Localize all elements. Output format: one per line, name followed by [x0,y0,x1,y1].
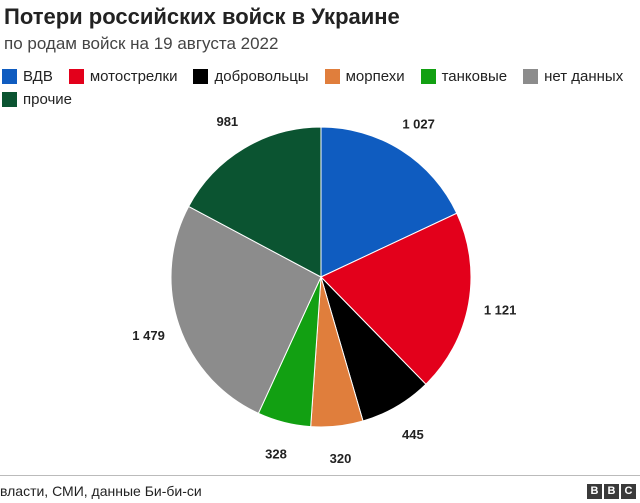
chart-title: Потери российских войск в Украине [4,4,400,29]
legend-label: мотострелки [89,68,178,85]
legend-label: танковые [441,68,508,85]
slice-value-label: 445 [402,427,424,442]
slice-value-label: 981 [216,114,238,129]
legend-label: прочие [23,91,73,108]
legend-item: мотострелки [68,68,178,85]
legend-swatch [324,69,340,84]
pie-slice [187,126,322,278]
slice-value-label: 1 479 [132,328,165,343]
legend-swatch [193,69,209,84]
legend-label: морпехи [345,68,405,85]
legend-label: нет данных [544,68,624,85]
bbc-logo-letter: C [621,484,636,499]
legend-item: ВДВ [2,68,53,85]
slice-value-label: 320 [330,451,352,466]
slice-value-label: 1 027 [402,116,435,131]
chart-subtitle: по родам войск на 19 августа 2022 [4,34,279,53]
legend-item: добровольцы [193,68,309,85]
legend-item: морпехи [324,68,405,85]
pie-slice [170,205,322,414]
legend-swatch [523,69,539,84]
bbc-logo-letter: B [587,484,602,499]
legend-item: нет данных [523,68,623,85]
slice-value-label: 1 121 [484,302,517,317]
bbc-logo: B B C [587,484,636,499]
legend-swatch [420,69,436,84]
footer-divider [0,475,640,476]
legend-swatch [2,69,17,84]
legend-swatch [68,69,84,84]
legend-label: добровольцы [214,68,309,85]
legend-item: танковые [420,68,508,85]
pie-slice [320,212,472,385]
legend-swatch [2,92,17,107]
legend-label: ВДВ [23,68,53,85]
pie-slice [320,126,458,278]
legend-item: прочие [2,91,72,108]
bbc-logo-letter: B [604,484,619,499]
source-note: власти, СМИ, данные Би-би-си [0,483,202,499]
slice-value-label: 328 [265,446,287,461]
legend: ВДВ мотострелки добровольцы морпехи танковые… [2,68,632,108]
